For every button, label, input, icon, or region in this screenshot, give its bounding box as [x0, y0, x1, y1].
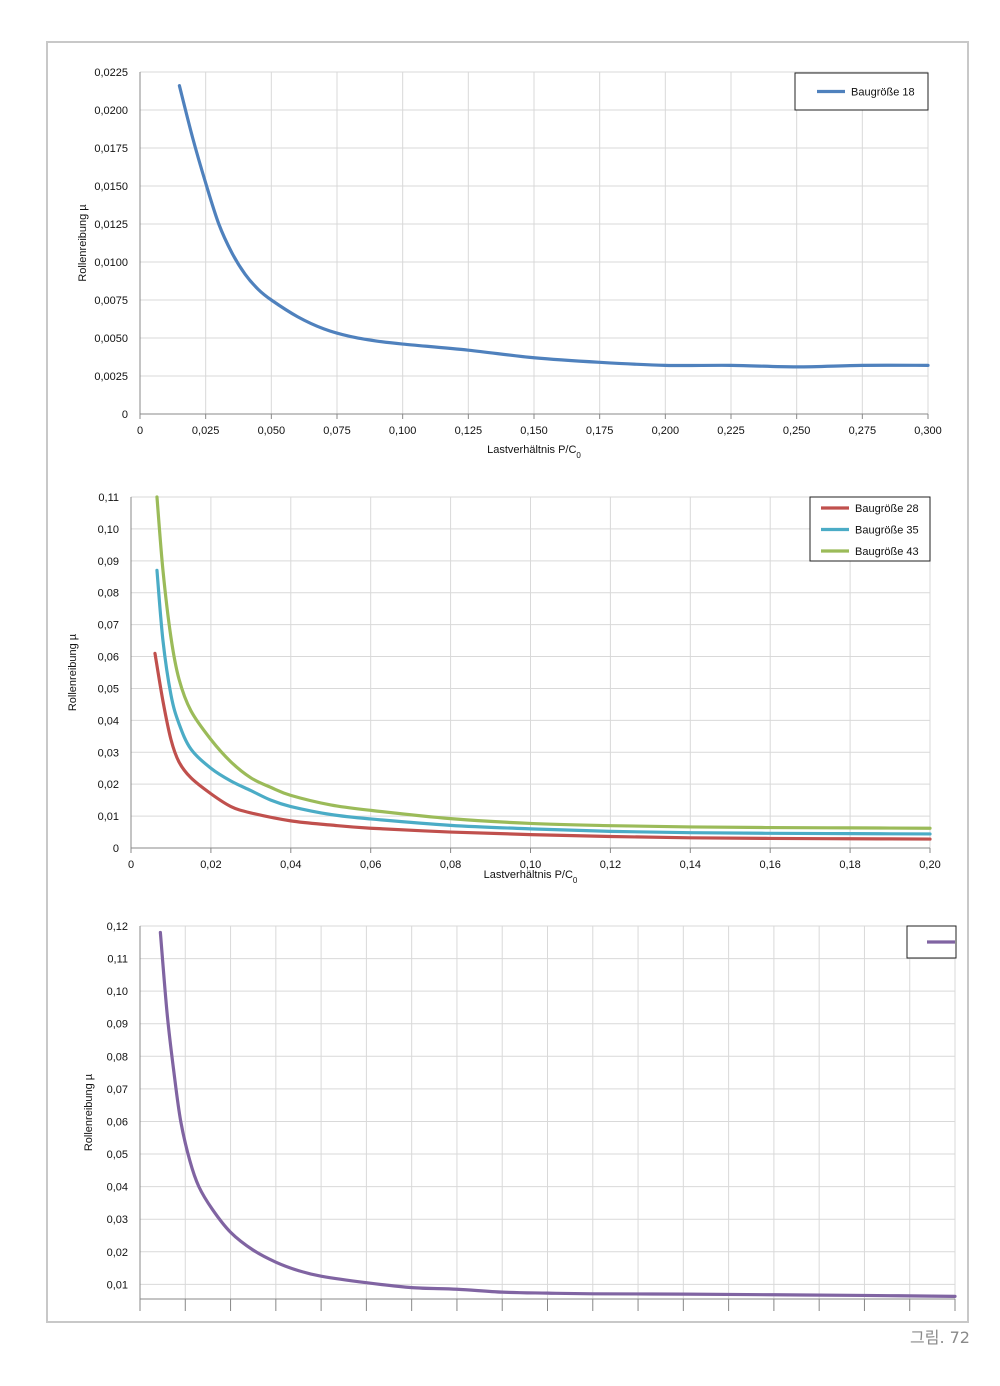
- x-tick-label: 0: [128, 859, 134, 871]
- y-tick-label: 0,08: [98, 588, 119, 600]
- legend-label: Baugröße 18: [851, 87, 915, 99]
- legend-label: Baugröße 28: [855, 503, 919, 515]
- x-tick-label: 0,275: [849, 425, 877, 437]
- y-tick-label: 0: [122, 409, 128, 421]
- y-tick-label: 0,0025: [94, 371, 128, 383]
- x-tick-label: 0,12: [600, 859, 621, 871]
- y-tick-label: 0,04: [107, 1182, 128, 1194]
- x-tick-label: 0,250: [783, 425, 811, 437]
- y-tick-label: 0,01: [107, 1279, 128, 1291]
- x-tick-label: 0,16: [759, 859, 780, 871]
- x-axis-title: Lastverhältnis P/C0: [484, 869, 578, 885]
- x-tick-label: 0,14: [680, 859, 701, 871]
- y-tick-label: 0,05: [107, 1149, 128, 1161]
- x-axis-title: Lastverhältnis P/C0: [487, 444, 581, 460]
- series-line-baugröße-43: [155, 495, 932, 830]
- x-tick-label: 0,200: [652, 425, 680, 437]
- y-tick-label: 0,12: [107, 921, 128, 933]
- y-tick-label: 0,0125: [94, 219, 128, 231]
- y-tick-label: 0,11: [107, 954, 128, 966]
- x-tick-label: 0,225: [717, 425, 745, 437]
- y-axis-title: Rollenreibung µ: [77, 204, 89, 282]
- x-tick-label: 0,025: [192, 425, 220, 437]
- y-tick-label: 0,08: [107, 1051, 128, 1063]
- y-tick-label: 0,11: [98, 492, 119, 504]
- y-tick-label: 0,06: [98, 652, 119, 664]
- x-tick-label: 0,06: [360, 859, 381, 871]
- figure-border: [46, 41, 969, 1323]
- y-tick-label: 0,05: [98, 683, 119, 695]
- y-tick-label: 0,03: [98, 747, 119, 759]
- y-tick-label: 0,0150: [94, 181, 128, 193]
- y-tick-label: 0,06: [107, 1116, 128, 1128]
- x-tick-label: 0: [137, 425, 143, 437]
- x-tick-label: 0,100: [389, 425, 417, 437]
- x-tick-label: 0,125: [455, 425, 483, 437]
- x-tick-label: 0,02: [200, 859, 221, 871]
- x-tick-label: 0,20: [919, 859, 940, 871]
- y-tick-label: 0,04: [98, 715, 119, 727]
- y-tick-label: 0,0200: [94, 105, 128, 117]
- y-tick-label: 0,0075: [94, 295, 128, 307]
- y-tick-label: 0,0175: [94, 143, 128, 155]
- chart-2: 0 0,01 0,02 0,03 0,04 0,05 0,06 0,07 0,08 0,09 0,1…: [67, 492, 941, 885]
- y-tick-label: 0,01: [98, 811, 119, 823]
- x-tick-label: 0,04: [280, 859, 301, 871]
- x-tick-label: 0,050: [258, 425, 286, 437]
- x-tick-label: 0,300: [914, 425, 942, 437]
- x-tick-label: 0,08: [440, 859, 461, 871]
- series-line-series-1: [158, 930, 957, 1298]
- y-tick-label: 0: [113, 843, 119, 855]
- y-tick-label: 0,09: [98, 556, 119, 568]
- chart-1: 0 0,0025 0,0050 0,0075 0,0100 0,0125 0,0150 0,0…: [77, 67, 942, 460]
- chart-3: 0,01 0,02 0,03 0,04 0,05 0,06 0,07 0,08 0,09 0,10…: [83, 921, 957, 1311]
- x-tick-label: 0,150: [520, 425, 548, 437]
- y-tick-label: 0,10: [98, 524, 119, 536]
- series-line-baugröße-28: [153, 651, 932, 841]
- x-tick-label: 0,18: [839, 859, 860, 871]
- y-tick-label: 0,07: [107, 1084, 128, 1096]
- x-tick-label: 0,10: [520, 859, 541, 871]
- y-tick-label: 0,0225: [94, 67, 128, 79]
- y-tick-label: 0,09: [107, 1019, 128, 1031]
- figure-caption: 그림. 72: [910, 1328, 970, 1347]
- y-tick-label: 0,02: [98, 779, 119, 791]
- series-line-baugröße-35: [155, 568, 932, 836]
- y-tick-label: 0,0050: [94, 333, 128, 345]
- legend-label: Baugröße 43: [855, 546, 919, 558]
- y-axis-title: Rollenreibung µ: [67, 633, 79, 711]
- y-tick-label: 0,0100: [94, 257, 128, 269]
- x-tick-label: 0,075: [323, 425, 351, 437]
- y-tick-label: 0,02: [107, 1247, 128, 1259]
- y-tick-label: 0,03: [107, 1214, 128, 1226]
- y-tick-label: 0,07: [98, 620, 119, 632]
- legend-label: Baugröße 35: [855, 525, 919, 537]
- y-tick-label: 0,10: [107, 986, 128, 998]
- series-line-baugröße-18: [177, 84, 930, 369]
- x-tick-label: 0,175: [586, 425, 614, 437]
- y-axis-title: Rollenreibung µ: [83, 1073, 95, 1151]
